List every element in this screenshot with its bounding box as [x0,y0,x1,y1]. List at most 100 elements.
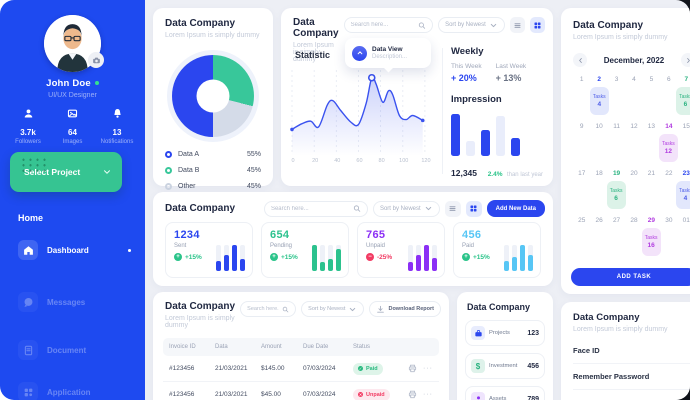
badge-slot [590,181,607,209]
sidebar-item-messages[interactable]: Messages [0,290,145,314]
calendar-day[interactable]: 1 [579,76,584,83]
badge-slot: Tasks 16 [641,228,661,256]
search-box[interactable] [240,301,297,317]
calendar-day[interactable]: 29 [647,217,656,224]
more-options-icon[interactable]: ··· [423,365,433,372]
list-view-button[interactable] [444,200,461,217]
calendar-day[interactable]: 19 [612,170,621,177]
assets-icon [471,392,485,400]
calendar-day[interactable]: 5 [649,76,654,83]
table-row[interactable]: #123456 21/03/2021 $145.00 07/03/2024 ✓ Paid ·… [163,356,439,382]
kpi-mini-bars [504,245,533,271]
calendar-day[interactable]: 26 [595,217,603,224]
calendar-day[interactable]: 30 [665,217,673,224]
badge-slot [573,228,590,256]
add-task-button[interactable]: ADD TASK [571,268,690,286]
legend-value: 45% [246,166,261,174]
chevron-down-icon [424,204,433,213]
list-view-button[interactable] [509,17,525,33]
table-row[interactable]: #123456 21/03/2021 $45.00 07/03/2024 ✕ Unpaid… [163,382,439,400]
tooltip-title: Data View [372,46,403,53]
grid-view-button[interactable] [465,200,482,217]
sort-dropdown[interactable]: Sort by Newest [438,17,505,33]
calendar-day[interactable]: 23 [682,170,690,177]
calendar-day[interactable]: 18 [595,170,603,177]
sidebar: John Doe UI/UX Designer 3.7k Followers 64 I… [0,0,145,400]
card-subtitle: Lorem Ipsum is simply dummy [293,42,334,63]
mini-bar [528,255,533,271]
calendar-day[interactable]: 12 [630,123,638,130]
printer-icon[interactable] [408,364,417,373]
printer-icon[interactable] [408,390,417,399]
list-item[interactable]: $ Investment 456 [465,353,545,379]
calendar-day[interactable]: 25 [578,217,586,224]
calendar-day[interactable]: 22 [665,170,673,177]
calendar-card: Data Company Lorem Ipsum is simply dummy… [561,8,690,294]
legend-label: Data B [178,166,200,174]
calendar-day[interactable]: 15 [682,123,690,130]
calendar-day[interactable]: 14 [665,123,673,130]
add-new-data-button[interactable]: Add New Data [486,200,545,217]
online-status-dot [94,81,99,86]
task-badge[interactable]: Tasks 16 [641,228,661,256]
calendar-day[interactable]: 10 [595,123,603,130]
calendar-day[interactable]: 21 [647,170,656,177]
calendar-day[interactable]: 4 [632,76,636,83]
camera-icon[interactable] [88,52,104,68]
mini-bar [504,261,509,271]
badge-slot [590,228,607,256]
messages-icon [18,292,38,312]
profile-stat: 64 Images [51,106,95,145]
sort-dropdown[interactable]: Sort by Newest [301,301,365,317]
calendar-day[interactable]: 6 [667,76,671,83]
sidebar-item-application[interactable]: Application [0,380,145,400]
list-item[interactable]: Assets 789 [465,386,545,400]
calendar-day[interactable]: 20 [630,170,638,177]
projects-list: Projects 123 $ Investment 456 Assets 789 [465,320,545,400]
grid-view-button[interactable] [529,17,545,33]
sidebar-item-document[interactable]: Document [0,338,145,362]
calendar-week-days: 25 26 27 28 29 30 01 [573,215,690,226]
list-item[interactable]: Projects 123 [465,320,545,346]
weekly-stat-value: + 13% [495,73,522,83]
task-count: 4 [683,195,688,202]
download-report-button[interactable]: Download Report [369,301,441,317]
legend-row: Data A 55% [165,146,261,162]
search-icon [282,305,289,314]
calendar-day[interactable]: 3 [614,76,619,83]
x-tick: 0 [291,158,295,164]
search-box[interactable] [263,200,368,217]
badge-slot [573,181,590,209]
more-options-icon[interactable]: ··· [423,391,433,398]
calendar-day[interactable]: 01 [682,217,690,224]
calendar-day[interactable]: 27 [612,217,621,224]
divider [442,48,443,174]
search-input[interactable] [350,22,416,28]
mini-bar [328,259,333,271]
sidebar-item-dashboard[interactable]: Dashboard [0,238,145,262]
calendar-day[interactable]: 17 [578,170,586,177]
calendar-day[interactable]: 13 [647,123,656,130]
search-box[interactable] [343,17,434,33]
calendar-day[interactable]: 11 [613,123,620,130]
prev-month-button[interactable] [573,53,587,67]
calendar-week-days: 1 2 3 4 5 6 7 [573,74,690,85]
kpi-value: 654 [270,229,290,241]
search-input[interactable] [247,306,280,312]
sort-dropdown[interactable]: Sort by Newest [372,200,440,217]
calendar-day[interactable]: 28 [630,217,638,224]
select-project-button[interactable]: Select Project [10,152,122,192]
calendar-day[interactable]: 2 [597,76,601,83]
calendar-day[interactable]: 7 [684,76,689,83]
task-badge[interactable]: Tasks 12 [658,134,678,162]
mini-bar-track [424,245,429,271]
user-name: John Doe [0,78,145,89]
calendar-day[interactable]: 9 [579,123,584,130]
column-header: Data [215,344,228,350]
search-input[interactable] [270,205,351,212]
next-month-button[interactable] [681,53,690,67]
